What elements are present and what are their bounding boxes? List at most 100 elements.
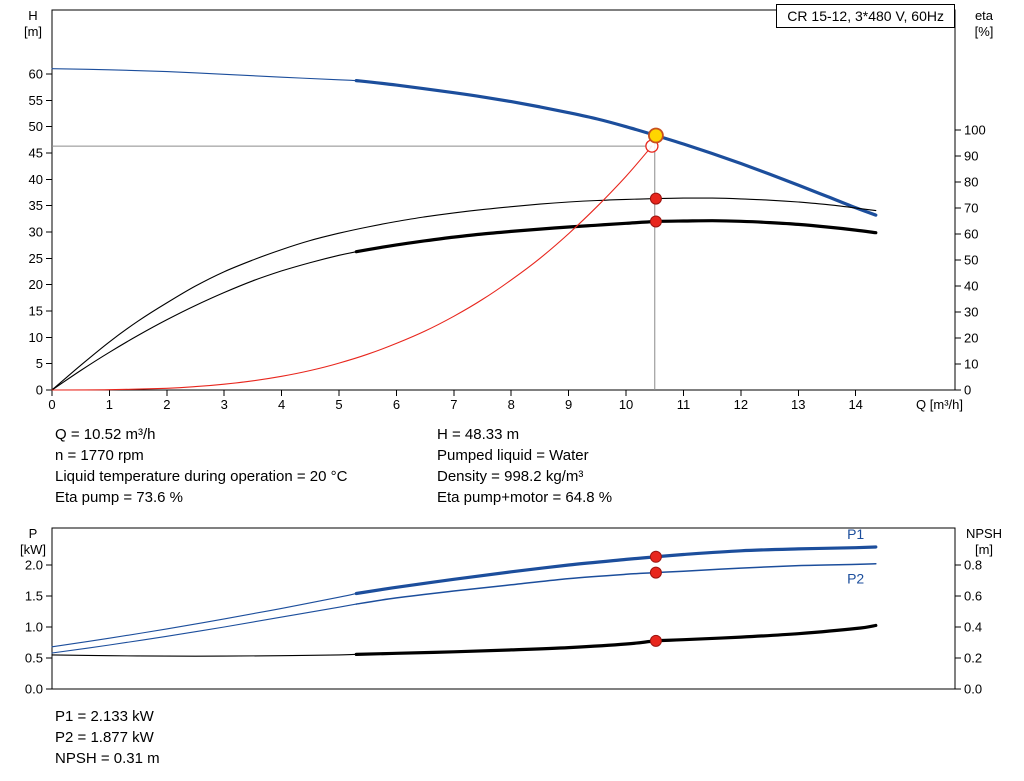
y-left-axis-unit: [m]: [24, 24, 42, 39]
y-right-tick-label: 0.8: [964, 557, 982, 572]
axis-labels: 0.0 0.5 1.0 1.5 2.0 0.0 0.2 0.4 0.6 0.8 P[kW] NPSH[…: [20, 526, 1002, 697]
y-right-axis-unit: [%]: [975, 24, 994, 39]
y-left-tick-label: 45: [29, 145, 43, 160]
y-right-tick-label: 0: [964, 383, 971, 398]
y-left-tick-label: 55: [29, 93, 43, 108]
x-tick-label: 12: [734, 397, 748, 412]
y-left-tick-label: 35: [29, 198, 43, 213]
y-left-tick-label: 40: [29, 172, 43, 187]
y-left-tick-label: 5: [36, 356, 43, 371]
x-tick-label: 4: [278, 397, 285, 412]
info-line-density: Density = 998.2 kg/m³: [437, 468, 584, 485]
chart-power-npsh: 0.0 0.5 1.0 1.5 2.0 0.0 0.2 0.4 0.6 0.8 P[kW] NPSH[…: [20, 526, 1002, 697]
series-head-curve-thick: [354, 79, 878, 217]
y-right-tick-label: 30: [964, 304, 978, 319]
info-line-head: H = 48.33 m: [437, 426, 520, 443]
curve-point-marker: [649, 215, 662, 228]
curve-label-p1: P1: [847, 526, 864, 542]
info-line-eta-pump: Eta pump = 73.6 %: [55, 489, 183, 506]
y-right-axis-unit: [m]: [975, 542, 993, 557]
x-tick-label: 11: [677, 397, 691, 412]
y-right-tick-label: 50: [964, 252, 978, 267]
x-tick-label: 5: [335, 397, 342, 412]
x-axis-title: Q [m³/h]: [916, 397, 963, 412]
y-right-tick-label: 40: [964, 278, 978, 293]
info-line-p2: P2 = 1.877 kW: [55, 729, 154, 746]
y-right-tick-label: 100: [964, 122, 986, 137]
y-left-tick-label: 15: [29, 303, 43, 318]
x-tick-label: 10: [619, 397, 633, 412]
y-left-axis-title: P: [29, 526, 38, 541]
x-tick-label: 9: [565, 397, 572, 412]
power-info-block: P1 = 2.133 kW P2 = 1.877 kW NPSH = 0.31 …: [55, 706, 160, 769]
duty-point-marker: [648, 127, 664, 144]
info-line-liquid-temp: Liquid temperature during operation = 20…: [55, 468, 348, 485]
y-left-tick-label: 0.0: [25, 682, 43, 697]
series-head-curve-thin: [51, 68, 357, 82]
axis-labels: 0510152025303540455055600102030405060708…: [24, 8, 994, 412]
series-p2-curve-thin: [51, 603, 357, 654]
y-left-tick-label: 0: [36, 383, 43, 398]
series-p1-curve-thin: [51, 592, 357, 648]
y-right-tick-label: 80: [964, 174, 978, 189]
y-left-tick-label: 2.0: [25, 558, 43, 573]
y-right-tick-label: 60: [964, 226, 978, 241]
y-right-tick-label: 0.0: [964, 682, 982, 697]
y-left-axis-unit: [kW]: [20, 542, 46, 557]
y-left-tick-label: 20: [29, 277, 43, 292]
info-line-flow: Q = 10.52 m³/h: [55, 426, 156, 443]
x-tick-label: 8: [508, 397, 515, 412]
series-npsh-curve-thick: [354, 623, 878, 656]
x-tick-label: 1: [106, 397, 113, 412]
series-p1-curve-thick: [354, 545, 878, 596]
y-left-tick-label: 1.5: [25, 589, 43, 604]
x-tick-label: 14: [848, 397, 862, 412]
plot-frame: [51, 527, 956, 690]
curve-point-marker: [649, 192, 662, 205]
series-system-curve: [51, 145, 653, 391]
y-right-tick-label: 70: [964, 200, 978, 215]
info-line-p1: P1 = 2.133 kW: [55, 708, 154, 725]
info-line-speed: n = 1770 rpm: [55, 447, 144, 464]
y-right-tick-label: 0.2: [964, 650, 982, 665]
curve-point-marker: [649, 566, 662, 579]
axis-ticks: [46, 73, 961, 396]
y-left-tick-label: 10: [29, 330, 43, 345]
y-left-tick-label: 1.0: [25, 620, 43, 635]
chart-hq-eta: 0510152025303540455055600102030405060708…: [24, 8, 994, 412]
curve-label-p2: P2: [847, 571, 864, 587]
curve-point-marker: [649, 550, 662, 563]
x-tick-label: 3: [221, 397, 228, 412]
y-left-tick-label: 60: [29, 66, 43, 81]
duty-crosshair: [52, 135, 656, 390]
plot-frame: [51, 9, 956, 391]
y-left-tick-label: 0.5: [25, 651, 43, 666]
info-line-npsh: NPSH = 0.31 m: [55, 750, 160, 767]
y-right-tick-label: 0.6: [964, 588, 982, 603]
series-p2-curve-main: [355, 563, 877, 605]
y-right-axis-title: NPSH: [966, 526, 1002, 541]
y-right-tick-label: 0.4: [964, 619, 982, 634]
axis-ticks: [46, 564, 961, 690]
y-left-axis-title: H: [28, 8, 37, 23]
info-line-eta-pump-motor: Eta pump+motor = 64.8 %: [437, 489, 613, 506]
x-tick-label: 13: [791, 397, 805, 412]
series-eta-pump-curve: [51, 197, 877, 391]
info-line-pumped-liquid: Pumped liquid = Water: [437, 447, 589, 464]
y-left-tick-label: 25: [29, 251, 43, 266]
y-right-tick-label: 90: [964, 148, 978, 163]
duty-info-left-column: Q = 10.52 m³/h n = 1770 rpm Liquid tempe…: [55, 424, 347, 508]
series-eta-pump-motor-thick: [354, 219, 878, 254]
y-left-tick-label: 30: [29, 224, 43, 239]
y-left-tick-label: 50: [29, 119, 43, 134]
x-tick-label: 7: [450, 397, 457, 412]
curve-point-marker: [649, 634, 662, 647]
y-right-axis-title: eta: [975, 8, 994, 23]
y-right-tick-label: 10: [964, 356, 978, 371]
x-tick-label: 2: [163, 397, 170, 412]
x-tick-label: 6: [393, 397, 400, 412]
pump-model-title: CR 15-12, 3*480 V, 60Hz: [776, 4, 955, 28]
y-right-tick-label: 20: [964, 330, 978, 345]
